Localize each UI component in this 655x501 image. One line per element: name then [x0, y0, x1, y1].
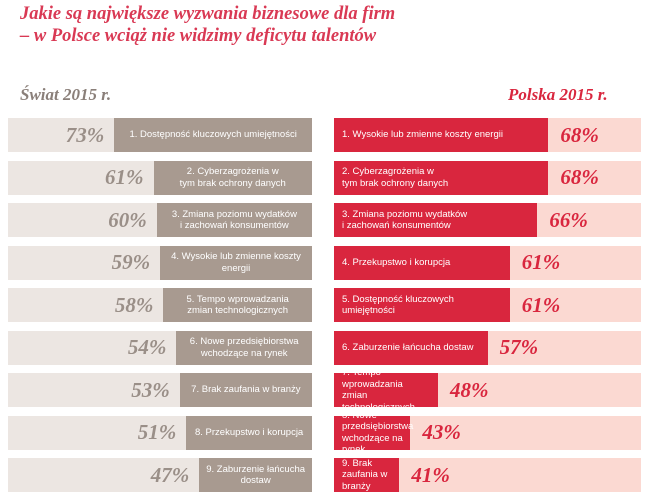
poland-row: 5. Dostępność kluczowych umiejętności 61% [0, 288, 655, 322]
poland-value-label: 68% [560, 165, 599, 189]
world-value-label: 58% [114, 292, 154, 317]
poland-row: 1. Wysokie lub zmienne koszty energii 68% [0, 118, 655, 152]
bar-label-text: 4. Wysokie lub zmienne koszty energii [171, 251, 301, 274]
poland-bar: 3. Zmiana poziomu wydatków i zachowań kon… [334, 203, 538, 237]
poland-row: 3. Zmiana poziomu wydatków i zachowań kon… [0, 203, 655, 237]
world-row: 4. Wysokie lub zmienne koszty energii 59% [0, 245, 655, 280]
title-line-2: – w Polsce wciąż nie widzimy deficytu ta… [20, 26, 377, 46]
world-bar: 1. Dostępność kluczowych umiejętności [114, 118, 312, 152]
bar-label-text: 6. Zaburzenie łańcucha dostaw [342, 341, 474, 353]
bar-label-text: 7. Brak zaufania w branży [191, 384, 301, 396]
poland-bar: 6. Zaburzenie łańcucha dostaw [334, 330, 488, 365]
title-line-1: Jakie są największe wyzwania biznesowe d… [20, 4, 396, 24]
world-bar: 7. Brak zaufania w branży [179, 373, 312, 407]
world-panel-title: Świat 2015 r. [20, 85, 112, 104]
world-value-label: 60% [108, 207, 147, 232]
poland-bar: 2. Cyberzagrożenia w tym brak ochrony dan… [334, 160, 549, 195]
poland-value-label: 57% [499, 335, 539, 359]
bar-label-text: 4. Przekupstwo i korupcja [342, 256, 451, 268]
world-bar: 8. Przekupstwo i korupcja [186, 415, 312, 450]
poland-bar: 9. Brak zaufania w branży [334, 457, 400, 492]
poland-bar: 4. Przekupstwo i korupcja [334, 245, 510, 280]
bar-label-text: 5. Dostępność kluczowych umiejętności [342, 293, 454, 317]
bar-label-text: 9. Zaburzenie łańcucha dostaw [206, 463, 306, 487]
chart-title: Jakie są największe wyzwania biznesowe d… [20, 3, 640, 47]
poland-value-label: 66% [549, 207, 588, 232]
world-row: 2. Cyberzagrożenia w tym brak ochrony dan… [0, 160, 655, 195]
bar-label-text: 8. Przekupstwo i korupcja [194, 426, 304, 438]
poland-value-label: 48% [449, 377, 489, 402]
world-value-label: 54% [127, 335, 167, 359]
world-row: 3. Zmiana poziomu wydatków i zachowań kon… [0, 203, 655, 237]
poland-value-label: 61% [521, 250, 561, 274]
poland-row: 2. Cyberzagrożenia w tym brak ochrony dan… [0, 160, 655, 195]
poland-bar: 8. Nowe przedsiębiorstwa wchodzące na ryn… [334, 410, 413, 455]
world-bar: 6. Nowe przedsiębiorstwa wchodzące na ryn… [176, 330, 312, 365]
world-value-label: 73% [65, 122, 105, 147]
poland-value-label: 68% [560, 122, 599, 147]
world-value-label: 61% [105, 165, 144, 189]
poland-value-label: 61% [521, 292, 561, 317]
world-row: 1. Dostępność kluczowych umiejętności 73% [0, 118, 655, 152]
poland-row: 4. Przekupstwo i korupcja 61% [0, 245, 655, 280]
bar-label-text: 9. Brak zaufania w branży [342, 457, 388, 492]
poland-row: 8. Nowe przedsiębiorstwa wchodzące na ryn… [0, 410, 655, 455]
world-value-label: 47% [150, 462, 190, 487]
poland-panel-title: Polska 2015 r. [508, 85, 608, 104]
world-row: 7. Brak zaufania w branży 53% [0, 373, 655, 407]
bar-label-text: 2. Cyberzagrożenia w tym brak ochrony dan… [179, 166, 286, 189]
poland-bar: 7. Tempo wprowadzania zmian technologiczn… [334, 367, 438, 413]
poland-bar: 5. Dostępność kluczowych umiejętności [334, 288, 510, 322]
bar-label-text: 1. Wysokie lub zmienne koszty energii [342, 129, 503, 141]
poland-bar: 1. Wysokie lub zmienne koszty energii [334, 118, 549, 152]
world-row: 6. Nowe przedsiębiorstwa wchodzące na ryn… [0, 330, 655, 365]
bar-label-text: 8. Nowe przedsiębiorstwa wchodzące na ryn… [342, 409, 414, 456]
world-value-label: 53% [131, 377, 170, 402]
world-bar: 2. Cyberzagrożenia w tym brak ochrony dan… [153, 160, 312, 195]
poland-value-label: 43% [422, 420, 461, 444]
world-bar: 5. Tempo wprowadzania zmian technologiczn… [163, 288, 312, 322]
poland-row: 6. Zaburzenie łańcucha dostaw 57% [0, 330, 655, 365]
bar-label-text: 5. Tempo wprowadzania zmian technologiczn… [186, 293, 289, 317]
world-value-label: 59% [111, 250, 151, 274]
poland-row: 9. Brak zaufania w branży 41% [0, 458, 655, 492]
world-row: 9. Zaburzenie łańcucha dostaw 47% [0, 458, 655, 492]
world-row: 5. Tempo wprowadzania zmian technologiczn… [0, 288, 655, 322]
world-value-label: 51% [137, 420, 177, 444]
poland-value-label: 41% [411, 462, 450, 487]
world-bar: 3. Zmiana poziomu wydatków i zachowań kon… [156, 203, 312, 237]
world-row: 8. Przekupstwo i korupcja 51% [0, 415, 655, 450]
world-bar: 9. Zaburzenie łańcucha dostaw [199, 458, 312, 492]
poland-row: 7. Tempo wprowadzania zmian technologiczn… [0, 367, 655, 413]
bar-label-text: 1. Dostępność kluczowych umiejętności [129, 129, 297, 141]
bar-label-text: 2. Cyberzagrożenia w tym brak ochrony dan… [342, 166, 449, 189]
world-bar: 4. Wysokie lub zmienne koszty energii [160, 245, 312, 280]
bar-label-text: 3. Zmiana poziomu wydatków i zachowań kon… [171, 208, 297, 232]
bar-label-text: 7. Tempo wprowadzania zmian technologiczn… [342, 367, 415, 413]
bar-label-text: 3. Zmiana poziomu wydatków i zachowań kon… [342, 208, 468, 232]
bar-label-text: 6. Nowe przedsiębiorstwa wchodzące na ryn… [189, 336, 299, 359]
